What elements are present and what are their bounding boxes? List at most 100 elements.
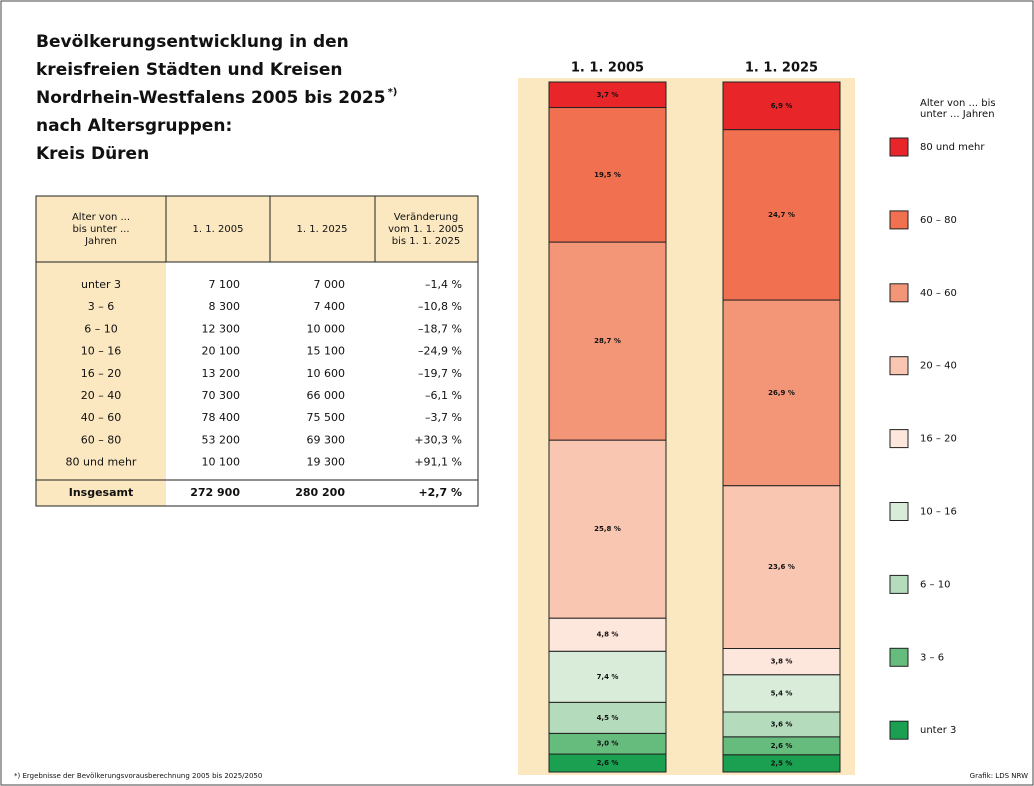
table-total: Insgesamt: [69, 486, 134, 499]
table-cell: 20 100: [202, 345, 241, 358]
legend-label: 80 und mehr: [920, 142, 985, 153]
legend-label: 40 – 60: [920, 288, 957, 299]
table-cell: –10,8 %: [418, 300, 462, 313]
data-label: 25,8 %: [594, 525, 621, 533]
data-label: 3,0 %: [597, 740, 619, 748]
table-total: 272 900: [190, 486, 240, 499]
table-cell: 10 000: [307, 322, 346, 335]
title-line: kreisfreien Städten und Kreisen: [36, 60, 343, 80]
category-label: 1. 1. 2025: [745, 61, 818, 76]
table-cell: 40 – 60: [81, 411, 122, 424]
legend-label: 60 – 80: [920, 215, 957, 226]
table-cell: +91,1 %: [414, 456, 462, 469]
data-label: 3,8 %: [771, 658, 793, 666]
table-frame: [35, 195, 479, 507]
legend-swatch: [889, 137, 909, 157]
table-cell: 6 – 10: [84, 322, 118, 335]
source: Grafik: LDS NRW: [970, 772, 1028, 780]
table-cell: 16 – 20: [81, 367, 122, 380]
table-header-bg: [36, 196, 478, 262]
bar-segment: [548, 650, 667, 703]
legend-label: 16 – 20: [920, 434, 957, 445]
legend-title: unter ... Jahren: [920, 109, 995, 120]
data-label: 2,5 %: [771, 759, 793, 767]
table-cell: +30,3 %: [414, 433, 462, 446]
table-cell: 60 – 80: [81, 433, 122, 446]
table-cell: 10 100: [202, 456, 241, 469]
footnote: *) Ergebnisse der Bevölkerungsvorausbere…: [14, 772, 262, 780]
data-label: 7,4 %: [597, 673, 619, 681]
legend-title: Alter von ... bis: [920, 98, 996, 109]
table-cell: 10 600: [307, 367, 346, 380]
table-cell: 15 100: [307, 345, 346, 358]
table-cell: 75 500: [307, 411, 346, 424]
bar-segment: [548, 617, 667, 652]
legend-swatch: [889, 502, 909, 521]
table-header: bis 1. 1. 2025: [392, 236, 460, 247]
table-cell: –19,7 %: [418, 367, 462, 380]
table-cell: 12 300: [202, 322, 241, 335]
bar-segment: [548, 107, 667, 243]
data-label: 28,7 %: [594, 337, 621, 345]
data-label: 19,5 %: [594, 171, 621, 179]
data-label: 2,6 %: [771, 742, 793, 750]
title-line: Kreis Düren: [36, 144, 149, 164]
legend-swatch: [889, 574, 909, 594]
bar-segment: [722, 711, 841, 738]
legend-label: 6 – 10: [920, 579, 950, 590]
table-cell: –18,7 %: [418, 322, 462, 335]
data-label: 4,5 %: [597, 714, 619, 722]
bar-segment: [548, 701, 667, 734]
data-label: 24,7 %: [768, 211, 795, 219]
legend-swatch: [889, 720, 909, 740]
table-cell: 66 000: [307, 389, 346, 402]
table-cell: 8 300: [209, 300, 241, 313]
table-header: bis unter ...: [72, 224, 129, 235]
bar-segment: [548, 81, 667, 109]
legend-label: 10 – 16: [920, 507, 957, 518]
table-cell: 80 und mehr: [66, 456, 137, 469]
table-header: 1. 1. 2025: [297, 224, 348, 235]
table-cell: 3 – 6: [88, 300, 115, 313]
table-cell: 69 300: [307, 433, 346, 446]
table-cell: –6,1 %: [425, 389, 462, 402]
legend-swatch: [889, 429, 909, 449]
title-line: Bevölkerungsentwicklung in den: [36, 32, 349, 52]
table-header: 1. 1. 2005: [193, 224, 244, 235]
bar-segment: [722, 299, 841, 487]
legend-label: unter 3: [920, 725, 956, 736]
table-header: Jahren: [84, 236, 117, 247]
table-cell: 7 100: [209, 278, 241, 291]
table-cell: 7 400: [314, 300, 346, 313]
bar-segment: [722, 485, 841, 649]
legend-label: 20 – 40: [920, 361, 957, 372]
legend-swatch: [889, 210, 909, 230]
bar-segment: [722, 81, 841, 131]
category-label: 1. 1. 2005: [571, 61, 644, 76]
table-cell: unter 3: [81, 278, 121, 291]
table-cell: 20 – 40: [81, 389, 122, 402]
table-cell: 10 – 16: [81, 345, 122, 358]
data-label: 26,9 %: [768, 389, 795, 397]
bar-segment: [548, 439, 667, 619]
table-total: 280 200: [295, 486, 345, 499]
table-header: vom 1. 1. 2005: [388, 224, 464, 235]
table-cell: –24,9 %: [418, 345, 462, 358]
data-label: 6,9 %: [771, 102, 793, 110]
table-cell: 78 400: [202, 411, 241, 424]
table-cell: 70 300: [202, 389, 241, 402]
legend-swatch: [889, 647, 909, 667]
data-label: 23,6 %: [768, 563, 795, 571]
data-label: 5,4 %: [771, 689, 793, 697]
data-label: 3,6 %: [771, 720, 793, 728]
table-cell: –1,4 %: [425, 278, 462, 291]
table-cell: 19 300: [307, 456, 346, 469]
table-header: Alter von ...: [72, 212, 130, 223]
title-line: nach Altersgruppen:: [36, 116, 232, 136]
table-total: +2,7 %: [418, 486, 462, 499]
table-cell: 53 200: [202, 433, 241, 446]
title-line: Nordrhein-Westfalens 2005 bis 2025: [36, 88, 386, 108]
table-cell: –3,7 %: [425, 411, 462, 424]
